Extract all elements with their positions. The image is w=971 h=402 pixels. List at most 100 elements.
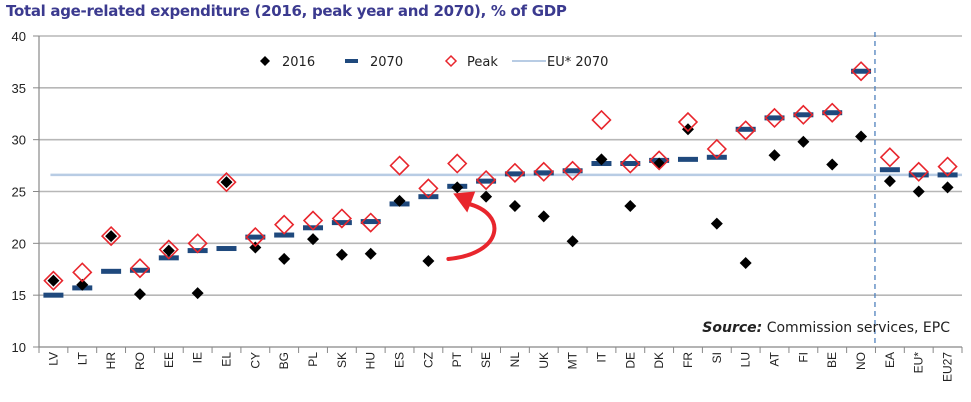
mark-2070: [360, 219, 381, 225]
mark-2016: [710, 217, 723, 230]
mark-peak: [908, 161, 929, 182]
mark-2016: [855, 130, 868, 143]
mark-2016: [624, 200, 637, 213]
mark-2016: [47, 274, 60, 287]
mark-2070: [562, 168, 583, 174]
mark-peak: [447, 153, 468, 174]
mark-2070: [216, 246, 237, 252]
mark-peak: [331, 208, 352, 229]
annotations: [446, 191, 497, 261]
mark-2070: [187, 248, 208, 254]
mark-2016: [422, 254, 435, 267]
mark-2016: [537, 210, 550, 223]
mark-2016: [768, 149, 781, 162]
mark-peak: [245, 226, 266, 248]
legend: 2016 2070 Peak EU* 2070: [260, 54, 608, 70]
mark-peak: [100, 225, 122, 247]
x-tick-label: NO: [854, 352, 868, 370]
mark-2070: [504, 171, 525, 177]
mark-2016: [451, 181, 464, 194]
x-tick-label: UK: [537, 352, 551, 369]
legend-2070-icon: [345, 59, 358, 63]
mark-peak: [43, 270, 64, 291]
mark-2070: [793, 112, 814, 118]
mark-peak: [677, 111, 699, 133]
x-tick-label: PT: [450, 351, 464, 367]
legend-peak-icon: [444, 54, 458, 68]
x-tick-label: AT: [768, 351, 782, 366]
x-tick-label: EA: [883, 352, 897, 368]
mark-peak: [216, 172, 237, 193]
mark-2016: [739, 257, 752, 270]
mark-peak: [562, 160, 583, 181]
legend-2016-label: 2016: [282, 55, 315, 70]
y-tick-label: 40: [12, 29, 26, 44]
mark-peak: [793, 104, 814, 125]
mark-peak: [389, 155, 410, 176]
mark-2016: [249, 241, 262, 254]
mark-2070: [851, 68, 872, 74]
x-tick-label: NL: [508, 352, 522, 368]
mark-2016: [393, 194, 406, 207]
mark-peak: [620, 153, 641, 174]
x-tick-label: LV: [46, 352, 60, 366]
legend-eu-label: EU* 2070: [547, 55, 608, 70]
x-tick-label: LT: [75, 351, 89, 365]
mark-2016: [191, 287, 204, 300]
source-value: Commission services, EPC: [762, 320, 950, 336]
mark-peak: [735, 120, 756, 141]
grid-lines: [39, 35, 962, 296]
x-tick-label: IT: [594, 351, 608, 362]
mark-2070: [908, 172, 929, 178]
mark-peak: [274, 214, 295, 235]
mark-2016: [480, 190, 493, 203]
source-text: Source: Commission services, EPC: [702, 320, 950, 336]
y-axis: 10 15 20 25 30 35 40: [12, 29, 40, 355]
x-tick-label: FI: [796, 352, 810, 363]
arrow-head: [453, 191, 476, 213]
mark-2016: [508, 200, 521, 213]
mark-peak: [591, 109, 612, 131]
x-tick-label: CZ: [421, 352, 435, 368]
mark-peak: [129, 258, 151, 279]
mark-peak: [418, 178, 439, 199]
y-tick-label: 30: [12, 133, 26, 148]
mark-peak: [158, 239, 179, 260]
y-tick-label: 35: [12, 81, 26, 96]
mark-2070: [129, 267, 150, 273]
mark-2070: [303, 225, 324, 231]
mark-peak: [706, 138, 727, 160]
x-tick-label: PL: [306, 352, 320, 367]
mark-2016: [307, 233, 320, 246]
mark-2070: [764, 115, 785, 121]
mark-2016: [133, 288, 146, 301]
mark-2016: [335, 248, 348, 261]
mark-2016: [162, 244, 175, 257]
x-tick-label: EL: [219, 352, 233, 367]
x-tick-label: RO: [133, 352, 147, 370]
x-tick-label: DK: [652, 352, 666, 369]
x-tick-label: HR: [104, 352, 118, 370]
mark-2016: [681, 123, 694, 136]
mark-2070: [476, 178, 497, 184]
mark-2016: [566, 235, 579, 248]
mark-2070: [735, 126, 756, 132]
x-tick-label: IE: [191, 352, 205, 363]
source-label: Source:: [702, 320, 762, 336]
data-marks: [43, 61, 958, 301]
mark-2016: [826, 158, 839, 171]
mark-peak: [504, 162, 526, 183]
y-tick-label: 20: [12, 236, 26, 251]
y-tick-label: 10: [12, 340, 26, 355]
mark-2016: [797, 135, 810, 148]
x-tick-label: HU: [364, 352, 378, 369]
mark-peak: [72, 262, 93, 283]
x-tick-label: SK: [335, 352, 349, 368]
mark-peak: [937, 156, 958, 177]
y-tick-label: 25: [12, 185, 26, 200]
x-tick-label: ES: [393, 352, 407, 368]
mark-2070: [533, 170, 554, 176]
x-axis: LV LT HR RO EE IE EL CY BG PL SK HU ES CZ PT SE NL UK MT IT…: [38, 346, 963, 382]
mark-2016: [105, 230, 118, 243]
